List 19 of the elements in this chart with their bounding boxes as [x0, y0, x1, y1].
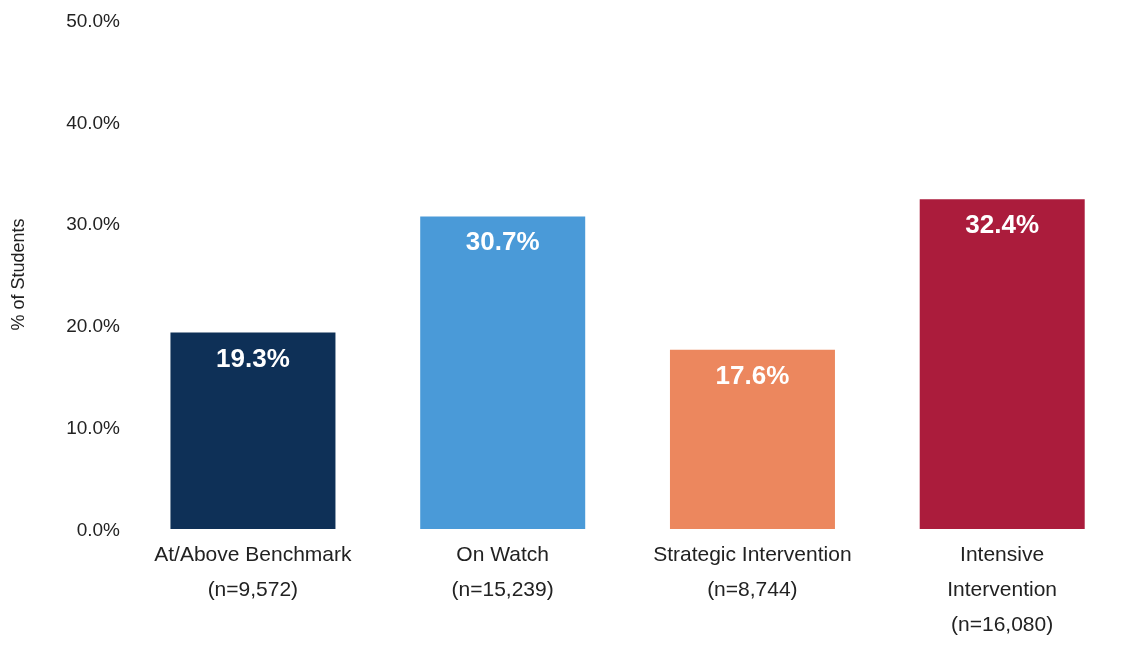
y-tick-label: 30.0%: [66, 213, 121, 235]
data-label: 32.4%: [965, 209, 1040, 240]
y-tick-label: 10.0%: [66, 416, 121, 438]
x-tick-label: At/Above Benchmark (n=9,572): [154, 542, 353, 600]
data-label: 30.7%: [465, 226, 540, 257]
x-tick-label: Intensive Intervention (n=16,080): [947, 542, 1057, 635]
x-tick-label: Strategic Intervention (n=8,744): [653, 542, 852, 600]
data-label: 19.3%: [216, 342, 290, 373]
y-tick-label: 20.0%: [66, 315, 121, 337]
bar: [420, 216, 586, 529]
bar: [170, 332, 336, 529]
y-tick-label: 50.0%: [66, 9, 121, 31]
y-tick-label: 0.0%: [76, 518, 121, 540]
data-label: 17.6%: [715, 359, 790, 390]
y-axis-title: % of Students: [8, 218, 29, 331]
bar: [919, 199, 1085, 529]
y-tick-label: 40.0%: [66, 111, 121, 133]
x-tick-label: On Watch (n=15,239): [451, 542, 554, 600]
bar: [669, 349, 835, 529]
